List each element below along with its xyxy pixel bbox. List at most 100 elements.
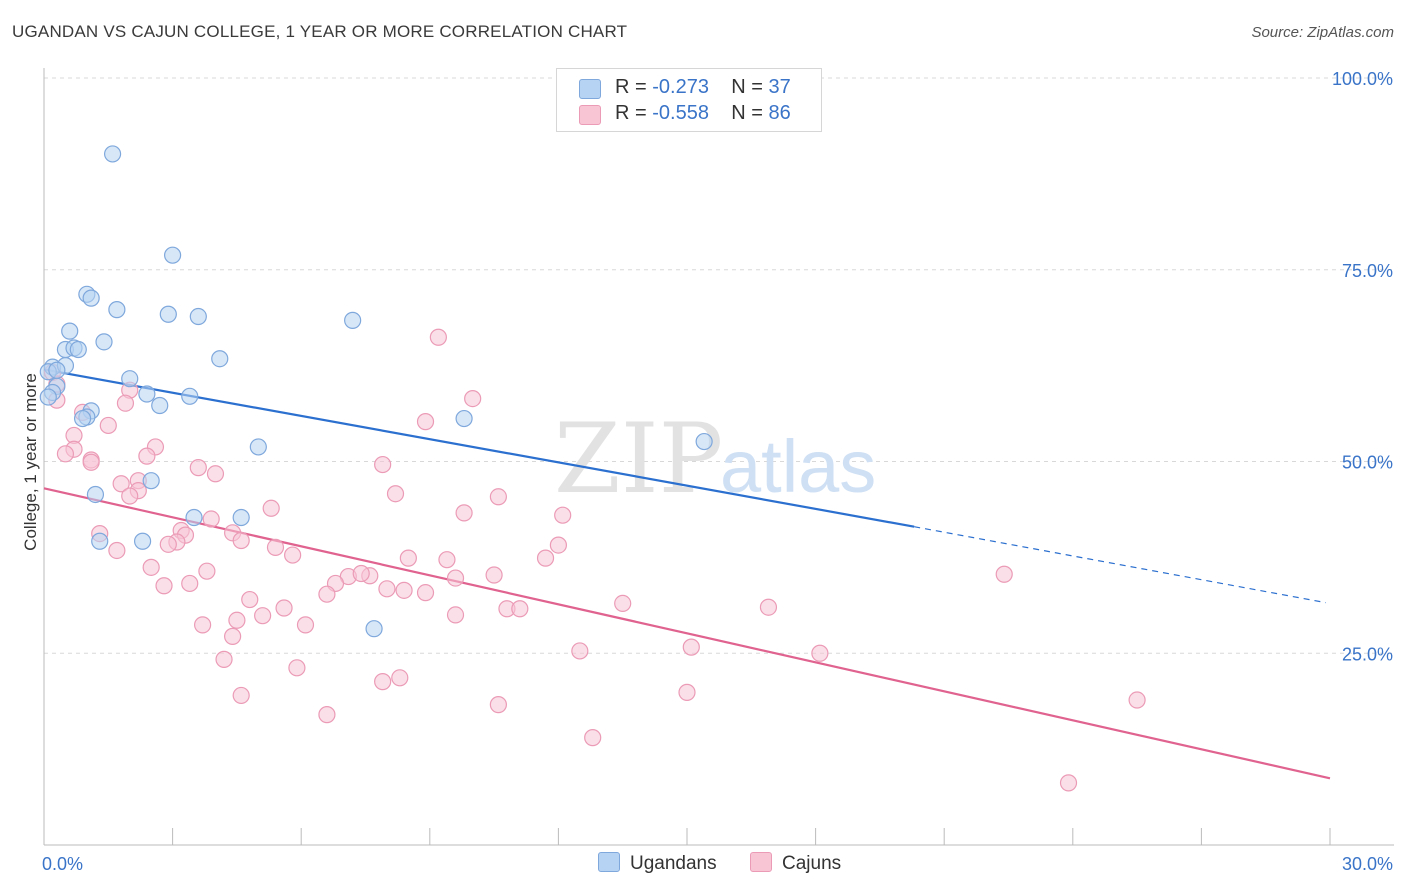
y-tick-label: 25.0% (1342, 644, 1393, 664)
cajuns-point (386, 485, 405, 503)
cajuns-point (614, 594, 632, 612)
legend-n-label: N = (731, 76, 763, 98)
y-tick-label: 75.0% (1342, 261, 1393, 281)
cajuns-point (155, 577, 173, 595)
cajuns-point (416, 413, 435, 431)
axis-ticks (43, 828, 1331, 845)
x-tick-label: 30.0% (1342, 854, 1393, 874)
ugandans-point (151, 396, 169, 415)
cajuns-point (399, 549, 417, 567)
cajuns-point (189, 459, 207, 477)
watermark-zip: ZIP (554, 403, 723, 515)
cajuns-point (391, 669, 409, 687)
cajuns-point (318, 706, 336, 724)
ugandans-point (95, 333, 113, 351)
ugandans-point (138, 385, 156, 403)
cajuns-point (275, 599, 293, 617)
cajuns-point (511, 600, 529, 618)
ugandans-point (211, 350, 229, 368)
cajuns-point (584, 729, 602, 747)
cajuns-point (446, 606, 465, 624)
cajuns-point (374, 455, 392, 474)
legend-r-value: -0.273 (652, 76, 709, 98)
ugandans-legend-swatch (598, 852, 620, 872)
bottom-legend-cajuns: Cajuns (750, 852, 841, 875)
cajuns-point (228, 611, 246, 629)
ugandans-point (73, 409, 92, 428)
bottom-legend-ugandans: Ugandans (598, 852, 717, 875)
cajuns-point (206, 465, 225, 483)
cajuns-trend-line (43, 487, 1331, 780)
ugandans-legend-label: Ugandans (630, 853, 717, 874)
ugandans-point (133, 532, 152, 550)
cajuns-point (416, 584, 435, 602)
ugandans-point (48, 361, 66, 379)
cajuns-point (284, 546, 302, 564)
source-label: Source: ZipAtlas.com (1251, 24, 1394, 41)
ugandans-swatch (579, 79, 601, 99)
ugandans-point (86, 485, 105, 504)
ugandans-point (185, 508, 203, 527)
cajuns-point (374, 673, 392, 691)
cajuns-point (811, 644, 829, 662)
ugandans-point (232, 508, 250, 527)
cajuns-point (318, 585, 336, 603)
cajuns-point (296, 616, 315, 634)
cajuns-point (121, 487, 139, 505)
cajuns-point (464, 390, 482, 408)
cajuns-swatch (579, 105, 601, 125)
cajuns-point (224, 627, 242, 645)
ugandans-point (164, 246, 182, 264)
cajuns-point (198, 562, 216, 580)
cajuns-point (455, 504, 473, 522)
cajuns-point (266, 538, 285, 557)
ugandans-point (108, 301, 126, 319)
legend-n-label: N = (731, 102, 763, 124)
cajuns-legend-swatch (750, 852, 772, 872)
y-tick-label: 50.0% (1342, 453, 1393, 473)
legend-n-value: 37 (768, 76, 791, 98)
ugandans-trend-extension (914, 526, 1326, 604)
cajuns-point (1059, 774, 1078, 792)
cajuns-point (232, 686, 250, 705)
ugandans-point (91, 532, 109, 550)
gridlines (44, 77, 1394, 654)
watermark: ZIP atlas (554, 403, 876, 515)
y-tick-label: 100.0% (1332, 69, 1393, 89)
cajuns-point (159, 535, 177, 553)
cajuns-point (352, 564, 370, 583)
cajuns-point (181, 574, 199, 593)
ugandans-point (249, 438, 267, 456)
ugandans-point (365, 620, 383, 638)
cajuns-legend-label: Cajuns (782, 853, 842, 874)
ugandans-point (695, 432, 713, 451)
cajuns-point (395, 581, 413, 599)
cajuns-point (112, 475, 130, 493)
cajuns-point (446, 569, 465, 587)
ugandans-point (181, 387, 199, 405)
cajuns-point (241, 590, 259, 609)
cajuns-point (678, 683, 696, 701)
cajuns-point (202, 510, 220, 528)
ugandans-point (39, 388, 57, 406)
data-points (39, 145, 1146, 792)
cajuns-point (108, 541, 126, 560)
cajuns-point (288, 659, 306, 677)
cajuns-point (194, 616, 212, 634)
ugandans-point (189, 307, 207, 326)
cajuns-point (536, 549, 555, 567)
x-tick-label: 0.0% (42, 854, 83, 874)
cajuns-point (489, 696, 507, 714)
legend-r-label: R = (615, 76, 647, 98)
cajuns-point (254, 607, 272, 625)
cajuns-point (262, 499, 280, 517)
cajuns-point (759, 598, 778, 616)
ugandans-point (455, 409, 473, 428)
ugandans-point (82, 289, 100, 307)
ugandans-point (61, 322, 79, 340)
cajuns-point (429, 328, 447, 346)
cajuns-point (99, 416, 117, 435)
ugandans-point (103, 145, 122, 163)
cajuns-point (995, 565, 1013, 583)
correlation-legend: R = -0.273 N = 37 R = -0.558 N = 86 (556, 68, 822, 132)
